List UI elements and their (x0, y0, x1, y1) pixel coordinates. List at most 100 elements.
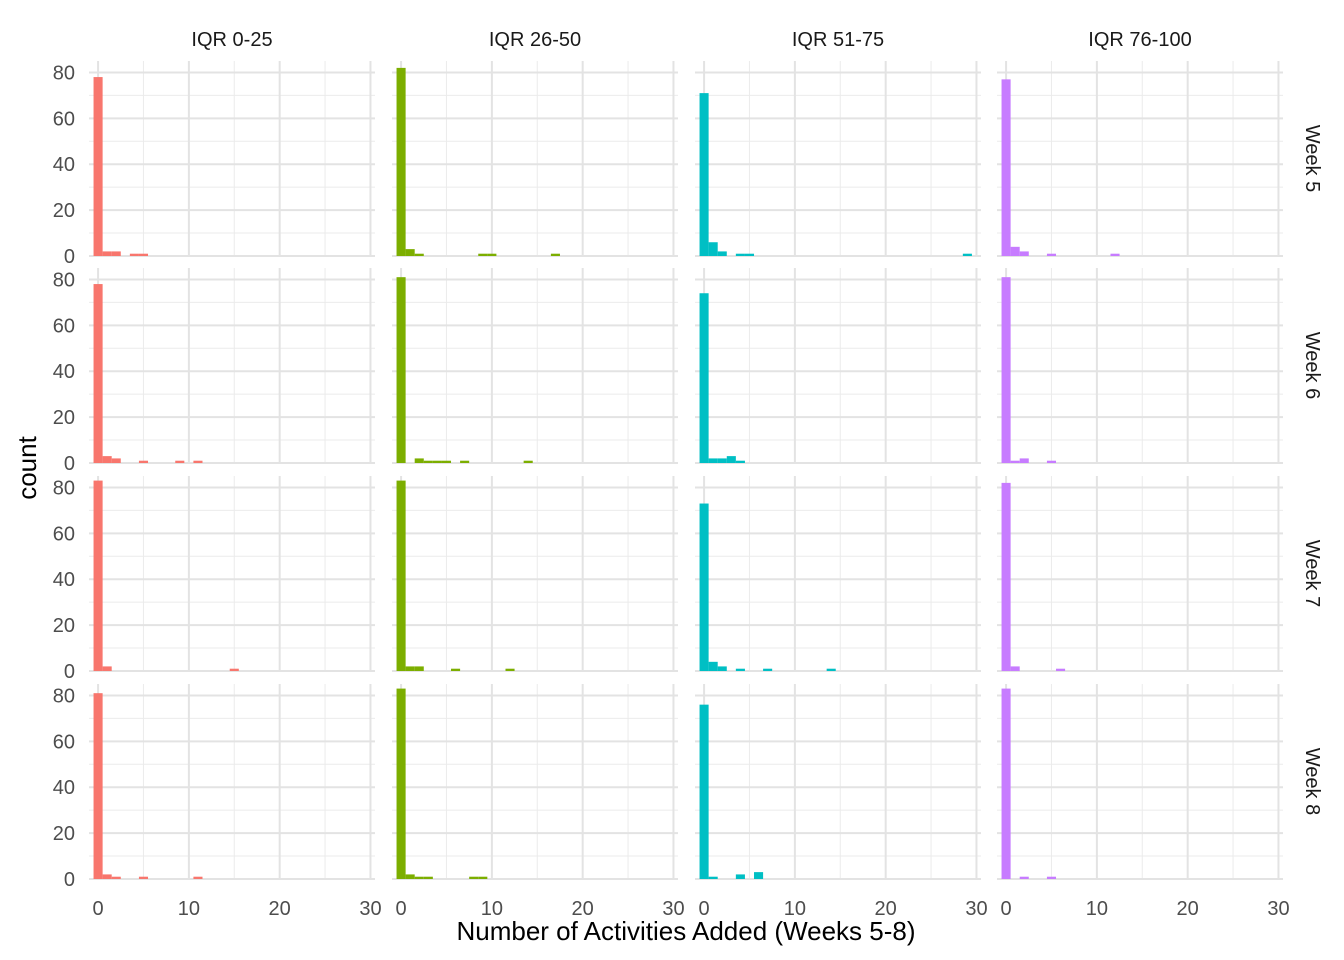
histogram-bar (735, 253, 745, 256)
histogram-bar (1046, 460, 1057, 463)
facet-panel (392, 476, 678, 672)
y-tick-label: 20 (53, 407, 75, 429)
facet-panel (997, 476, 1283, 672)
y-tick-label: 0 (64, 246, 75, 268)
x-tick-label: 10 (784, 898, 806, 920)
histogram-bar (708, 876, 718, 879)
x-tick-label: 20 (572, 898, 594, 920)
y-tick-label: 40 (53, 569, 75, 591)
histogram-bar (405, 249, 415, 256)
histogram-bar (102, 456, 112, 463)
histogram-bar (451, 668, 461, 671)
facet-row-label: Week 8 (1301, 748, 1323, 815)
histogram-bar (138, 460, 149, 463)
x-tick-label: 20 (875, 898, 897, 920)
histogram-bar (1010, 666, 1020, 671)
histogram-bar (469, 876, 479, 879)
x-tick-label: 0 (396, 898, 407, 920)
histogram-bar (1019, 876, 1029, 879)
histogram-bar (102, 874, 112, 879)
y-tick-label: 60 (53, 523, 75, 545)
facet-panel (997, 268, 1283, 464)
y-tick-label: 20 (53, 823, 75, 845)
histogram-bar (111, 251, 121, 256)
x-axis-title: Number of Activities Added (Weeks 5-8) (456, 916, 915, 946)
histogram-bar (423, 876, 433, 879)
histogram-bar (1019, 458, 1029, 463)
histogram-bar (550, 253, 560, 256)
y-tick-label: 80 (53, 62, 75, 84)
histogram-bar (229, 668, 239, 671)
facet-panel (695, 268, 981, 464)
histogram-bar (1019, 251, 1029, 256)
histogram-bar (699, 503, 709, 671)
facet-panel (695, 684, 981, 880)
histogram-bar (396, 277, 406, 463)
histogram-bar (1010, 246, 1020, 256)
histogram-bar (405, 666, 415, 671)
facet-panel (392, 61, 678, 257)
y-tick-label: 0 (64, 453, 75, 475)
y-tick-label: 20 (53, 200, 75, 222)
histogram-bar (1001, 482, 1011, 671)
histogram-bar (1001, 79, 1011, 257)
histogram-bar (111, 458, 121, 463)
histogram-bar (1001, 277, 1011, 463)
histogram-bar (102, 666, 112, 671)
y-tick-label: 80 (53, 269, 75, 291)
x-tick-label: 10 (1086, 898, 1108, 920)
facet-panel (89, 476, 375, 672)
histogram-bar (93, 77, 103, 256)
histogram-bar (193, 876, 203, 879)
facet-row-label: Week 5 (1301, 125, 1323, 192)
facet-panel (997, 684, 1283, 880)
histogram-bar (441, 460, 452, 463)
x-tick-label: 20 (269, 898, 291, 920)
histogram-bar (1056, 668, 1066, 671)
facet-panel (392, 684, 678, 880)
histogram-bar (405, 874, 415, 879)
facet-column-label: IQR 0-25 (191, 29, 272, 51)
y-tick-label: 20 (53, 615, 75, 637)
facet-panel (392, 268, 678, 464)
facet-column-label: IQR 76-100 (1088, 29, 1191, 51)
histogram-bar (717, 458, 727, 463)
histogram-bar (414, 458, 424, 463)
histogram-bar (423, 460, 433, 463)
facet-column-label: IQR 26-50 (489, 29, 581, 51)
histogram-bar (708, 661, 718, 671)
histogram-bar (708, 458, 718, 463)
histogram-bar (432, 460, 442, 463)
histogram-bar (193, 460, 203, 463)
x-tick-label: 30 (662, 898, 684, 920)
histogram-bar (735, 668, 745, 671)
y-tick-label: 0 (64, 869, 75, 891)
histogram-bar (505, 668, 515, 671)
histogram-bar (93, 284, 103, 463)
facet-panel (89, 268, 375, 464)
y-tick-label: 40 (53, 777, 75, 799)
histogram-bar (735, 460, 745, 463)
x-tick-label: 10 (481, 898, 503, 920)
facet-panel (695, 476, 981, 672)
histogram-bar (138, 253, 149, 256)
y-tick-label: 80 (53, 685, 75, 707)
x-tick-label: 10 (178, 898, 200, 920)
x-tick-label: 30 (359, 898, 381, 920)
histogram-bar (717, 666, 727, 671)
panels-layer: IQR 0-25 IQR 26-50 IQR 51-75 IQR 76-100 Week… (53, 29, 1323, 920)
histogram-bar (1110, 253, 1120, 256)
histogram-bar (129, 253, 139, 256)
y-tick-label: 40 (53, 154, 75, 176)
histogram-bar (763, 668, 773, 671)
histogram-bar (102, 251, 112, 256)
histogram-bar (1001, 688, 1011, 879)
histogram-bar (1046, 876, 1057, 879)
x-tick-label: 0 (93, 898, 104, 920)
x-tick-label: 30 (965, 898, 987, 920)
histogram-bar (396, 688, 406, 879)
histogram-bar (1046, 253, 1057, 256)
y-tick-label: 40 (53, 361, 75, 383)
histogram-bar (93, 480, 103, 671)
